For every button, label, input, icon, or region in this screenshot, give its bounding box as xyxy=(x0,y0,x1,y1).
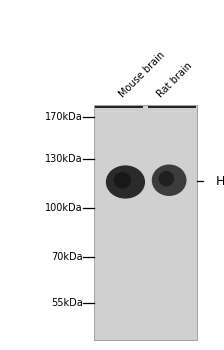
Ellipse shape xyxy=(114,172,131,189)
Text: 100kDa: 100kDa xyxy=(45,203,83,213)
Text: Mouse brain: Mouse brain xyxy=(117,50,167,100)
Text: Rat brain: Rat brain xyxy=(155,61,194,100)
Text: 130kDa: 130kDa xyxy=(45,154,83,164)
Ellipse shape xyxy=(159,171,174,187)
Text: HCN1: HCN1 xyxy=(216,175,224,188)
Text: 170kDa: 170kDa xyxy=(45,112,83,122)
Ellipse shape xyxy=(152,164,187,196)
Ellipse shape xyxy=(106,166,145,199)
Text: 70kDa: 70kDa xyxy=(51,252,83,262)
Bar xyxy=(94,105,197,340)
Text: 55kDa: 55kDa xyxy=(51,298,83,308)
